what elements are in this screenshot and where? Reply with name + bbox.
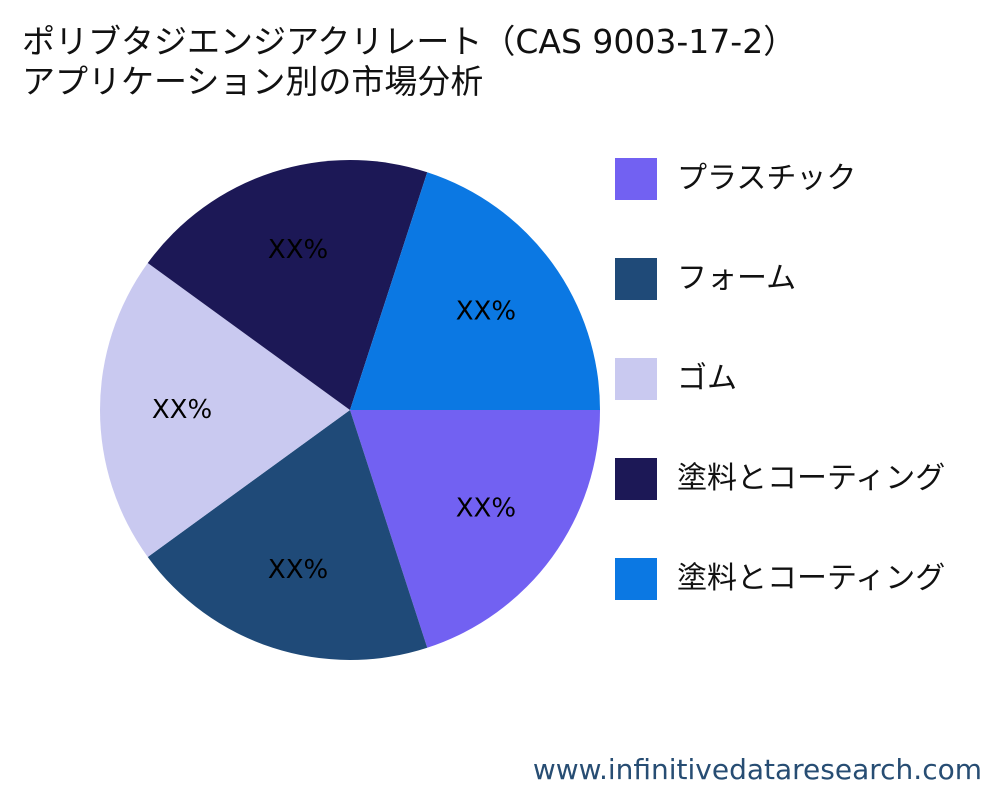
pie-slice-3 — [147, 160, 428, 410]
pie-slice-label-4: XX% — [456, 296, 516, 326]
pie-slice-label-1: XX% — [268, 555, 328, 585]
pie-slice-label-2: XX% — [152, 395, 212, 425]
legend-swatch — [615, 558, 657, 600]
source-watermark: www.infinitivedataresearch.com — [532, 753, 982, 786]
legend-item-plastic: プラスチック — [615, 158, 995, 200]
pie-slice-label-0: XX% — [456, 494, 516, 524]
legend-item-coatings-2: 塗料とコーティング — [615, 558, 995, 600]
chart-title: ポリブタジエンジアクリレート（CAS 9003-17-2） アプリケーション別の… — [22, 22, 982, 102]
pie-slice-0 — [350, 410, 600, 648]
legend-label: 塗料とコーティング — [677, 461, 946, 496]
legend-swatch — [615, 358, 657, 400]
legend-label: 塗料とコーティング — [677, 561, 946, 596]
pie-slice-label-3: XX% — [268, 235, 328, 265]
legend-swatch — [615, 458, 657, 500]
pie-slice-1 — [147, 410, 428, 660]
chart-title-line-2: アプリケーション別の市場分析 — [22, 62, 484, 101]
pie-slice-4 — [350, 172, 600, 410]
legend-item-coatings-1: 塗料とコーティング — [615, 458, 995, 500]
legend-label: フォーム — [677, 261, 797, 296]
legend: プラスチック フォーム ゴム 塗料とコーティング 塗料とコーティング — [615, 158, 995, 658]
chart-title-line-1: ポリブタジエンジアクリレート（CAS 9003-17-2） — [22, 22, 797, 61]
legend-swatch — [615, 258, 657, 300]
pie-slice-2 — [100, 263, 350, 557]
legend-label: ゴム — [677, 361, 737, 396]
legend-item-rubber: ゴム — [615, 358, 995, 400]
legend-swatch — [615, 158, 657, 200]
legend-label: プラスチック — [677, 161, 857, 196]
legend-item-foam: フォーム — [615, 258, 995, 300]
